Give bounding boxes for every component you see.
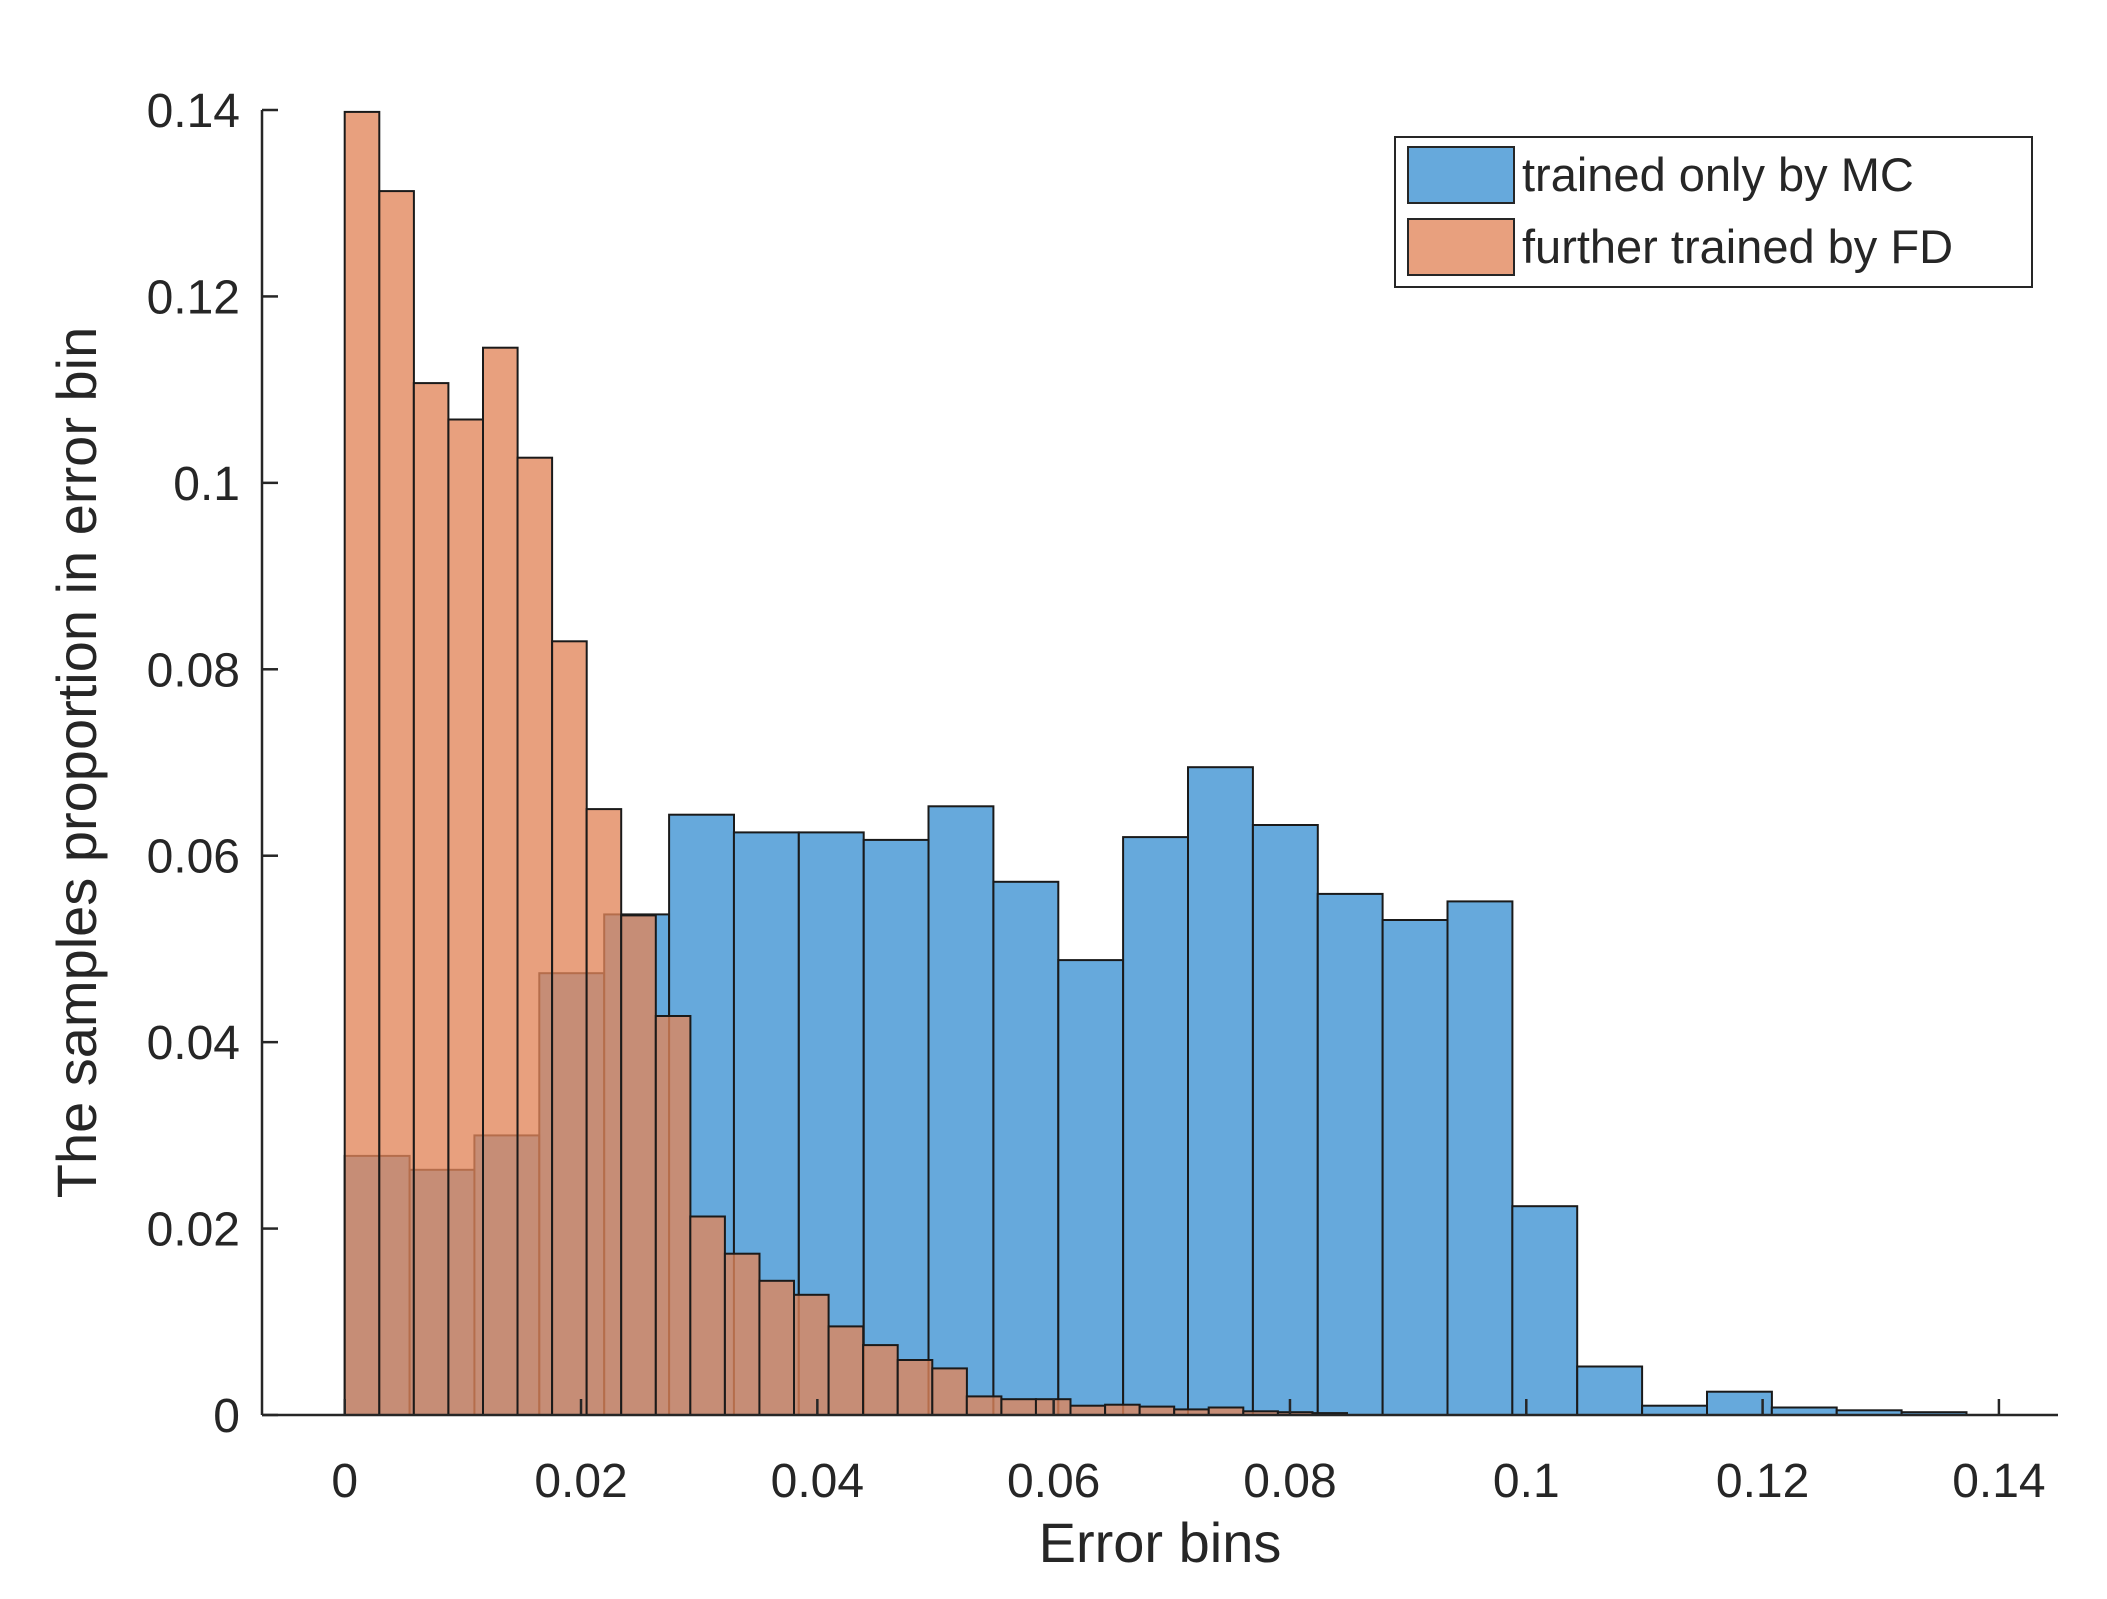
x-tick-label: 0.12 xyxy=(1716,1455,1809,1508)
bar-fd xyxy=(931,1367,968,1417)
bar-mc xyxy=(862,838,930,1416)
y-ticks: 0 0.02 0.04 0.06 0.08 0.1 0.12 0.14 xyxy=(147,85,278,1443)
bar-fd xyxy=(378,190,415,1417)
legend-swatch-fd xyxy=(1407,218,1515,276)
bar-mc xyxy=(1381,919,1449,1416)
bar-mc xyxy=(1511,1205,1579,1416)
bar-fd xyxy=(723,1252,761,1416)
bar-fd xyxy=(516,456,554,1416)
bar-fd xyxy=(793,1293,830,1417)
bar-fd xyxy=(412,382,450,1417)
bar-mc xyxy=(1057,959,1125,1416)
bar-fd xyxy=(1104,1403,1141,1416)
axes xyxy=(260,110,2058,1417)
bar-mc xyxy=(927,805,995,1416)
x-tick-label: 0.04 xyxy=(771,1455,864,1508)
bar-fd xyxy=(654,1015,692,1416)
bar-mc xyxy=(1122,836,1189,1416)
bar-fd xyxy=(482,346,519,1417)
bar-fd xyxy=(689,1215,726,1416)
bar-fd xyxy=(758,1279,796,1417)
x-tick-label: 0.14 xyxy=(1952,1455,2045,1508)
legend-swatch-mc xyxy=(1407,146,1515,204)
bar-mc xyxy=(992,880,1060,1416)
x-tick-label: 0.08 xyxy=(1243,1455,1336,1508)
bar-fd xyxy=(896,1359,934,1416)
bar-mc xyxy=(1251,824,1319,1416)
bar-mc xyxy=(1316,892,1384,1416)
bar-mc xyxy=(1641,1404,1708,1416)
legend: trained only by MC further trained by FD xyxy=(1394,136,2033,288)
bar-fd xyxy=(551,640,588,1416)
bar-fd xyxy=(965,1395,1003,1417)
y-tick-label: 0 xyxy=(213,1390,240,1443)
bar-mc xyxy=(1446,900,1514,1416)
bar-fd xyxy=(827,1325,865,1417)
bar-fd xyxy=(620,914,657,1417)
y-tick-label: 0.02 xyxy=(147,1204,240,1257)
x-tick-label: 0.06 xyxy=(1007,1455,1100,1508)
legend-label-fd: further trained by FD xyxy=(1522,220,1953,273)
y-axis-title: The samples proportion in error bin xyxy=(45,327,108,1199)
y-tick-label: 0.14 xyxy=(147,85,240,138)
y-tick-label: 0.06 xyxy=(147,831,240,884)
y-tick-label: 0.04 xyxy=(147,1017,240,1070)
y-tick-label: 0.12 xyxy=(147,271,240,324)
x-axis-title: Error bins xyxy=(1039,1511,1282,1574)
bar-fd xyxy=(1000,1398,1038,1416)
series-fd-bars xyxy=(343,110,1349,1417)
x-tick-label: 0 xyxy=(331,1455,358,1508)
x-tick-label: 0.1 xyxy=(1493,1455,1560,1508)
legend-label-mc: trained only by MC xyxy=(1522,148,1914,201)
bar-fd xyxy=(862,1344,899,1416)
y-tick-label: 0.08 xyxy=(147,644,240,697)
bar-mc xyxy=(1187,766,1254,1416)
bar-fd xyxy=(585,808,623,1416)
y-tick-label: 0.1 xyxy=(173,458,240,511)
bar-mc xyxy=(1576,1365,1644,1416)
bar-fd xyxy=(343,110,381,1416)
bar-fd xyxy=(1069,1404,1107,1416)
x-tick-label: 0.02 xyxy=(534,1455,627,1508)
bar-fd xyxy=(1138,1405,1176,1416)
bar-fd xyxy=(447,418,484,1416)
x-ticks: 0 0.02 0.04 0.06 0.08 0.1 0.12 0.14 xyxy=(331,1399,2046,1508)
